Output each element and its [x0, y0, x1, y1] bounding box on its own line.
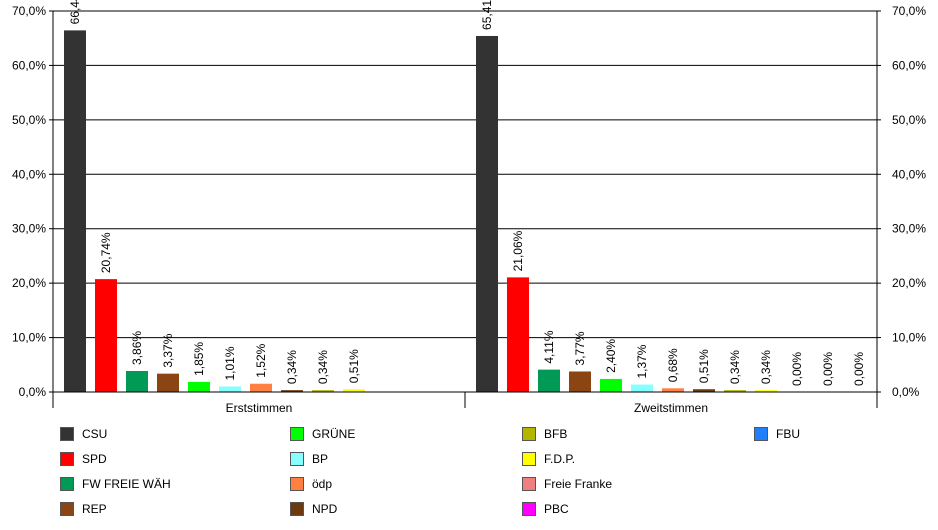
data-label: 0,00%	[790, 352, 804, 386]
data-label: 3,37%	[161, 333, 175, 367]
bar	[538, 369, 560, 392]
y-tick-label-left: 40,0%	[12, 167, 46, 181]
bar	[250, 383, 272, 392]
data-label: 3,86%	[130, 331, 144, 365]
y-tick-label-right: 40,0%	[892, 167, 926, 181]
data-label: 21,06%	[511, 230, 525, 271]
y-tick-label-left: 20,0%	[12, 276, 46, 290]
bar	[126, 370, 148, 392]
axes-group: 0,0% 0,0% 10,0% 10,0% 20,0% 20,0% 30,0% 30,0% 40…	[12, 4, 926, 415]
bar	[188, 381, 210, 392]
data-label: 66,44%	[68, 0, 82, 24]
bar	[157, 373, 179, 392]
y-tick-label-left: 0,0%	[19, 385, 47, 399]
bar	[343, 389, 365, 392]
data-label: 4,11%	[542, 330, 556, 363]
bar	[219, 386, 241, 392]
data-label: 1,01%	[223, 346, 237, 380]
y-tick-label-right: 70,0%	[892, 4, 926, 18]
data-label: 0,00%	[821, 352, 835, 386]
y-tick-label-right: 60,0%	[892, 58, 926, 72]
bar	[569, 371, 591, 392]
data-label: 0,34%	[316, 350, 330, 384]
category-label: Zweitstimmen	[634, 401, 708, 415]
data-labels-group: 66,44% 65,41% 20,74% 21,06% 3,86% 4,11% 3,37% 3…	[68, 0, 866, 386]
data-label: 1,37%	[635, 344, 649, 378]
category-label: Erststimmen	[226, 401, 293, 415]
bar	[662, 388, 684, 392]
bar	[476, 35, 498, 392]
bar	[312, 390, 334, 392]
bar	[693, 389, 715, 392]
y-tick-label-right: 20,0%	[892, 276, 926, 290]
y-tick-label-left: 50,0%	[12, 113, 46, 127]
data-label: 1,52%	[254, 343, 268, 377]
data-label: 0,34%	[728, 350, 742, 384]
data-label: 0,51%	[697, 349, 711, 383]
y-tick-label-left: 70,0%	[12, 4, 46, 18]
data-label: 0,34%	[285, 350, 299, 384]
y-tick-label-left: 30,0%	[12, 222, 46, 236]
data-label: 0,34%	[759, 350, 773, 384]
bar	[631, 384, 653, 392]
grid-lines	[53, 10, 877, 393]
data-label: 20,74%	[99, 232, 113, 273]
data-label: 65,41%	[480, 0, 494, 30]
data-label: 3,77%	[573, 331, 587, 365]
y-tick-label-right: 30,0%	[892, 222, 926, 236]
y-tick-label-left: 60,0%	[12, 58, 46, 72]
bar	[724, 390, 746, 392]
data-label: 0,00%	[852, 352, 866, 386]
y-tick-label-right: 10,0%	[892, 331, 926, 345]
data-label: 0,51%	[347, 349, 361, 383]
y-tick-label-right: 0,0%	[892, 385, 920, 399]
data-label: 1,85%	[192, 342, 206, 376]
data-label: 2,40%	[604, 339, 618, 373]
bar	[281, 390, 303, 392]
data-label: 0,68%	[666, 348, 680, 382]
bar	[755, 390, 777, 392]
bar	[95, 279, 117, 392]
bars-group	[64, 30, 777, 392]
y-tick-label-right: 50,0%	[892, 113, 926, 127]
y-tick-label-left: 10,0%	[12, 331, 46, 345]
bar	[64, 30, 86, 392]
bar	[600, 378, 622, 392]
bar	[507, 277, 529, 392]
